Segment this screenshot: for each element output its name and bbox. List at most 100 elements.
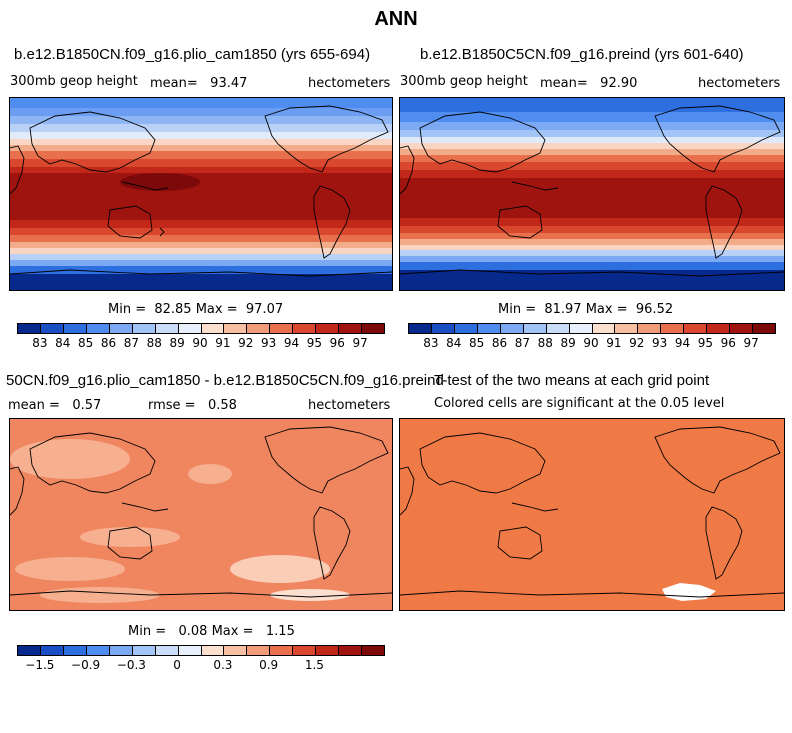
panel-control-map-svg (400, 98, 784, 290)
panel-control-max-label: Max = (585, 302, 628, 317)
maritime-continent (121, 502, 169, 512)
band-n9 (10, 159, 392, 167)
map-bg (400, 419, 784, 610)
colorbar-swatch (178, 646, 202, 655)
figure-title: ANN (374, 8, 418, 30)
panel-case-units: hectometers (308, 76, 391, 91)
panel-ttest-map (399, 418, 785, 611)
band-s6 (10, 254, 392, 260)
colorbar-tick-label: 90 (583, 336, 599, 350)
colorbar-swatch (409, 324, 432, 333)
colorbar-swatch (477, 324, 501, 333)
africa-edge (400, 466, 415, 516)
diff-patch-5 (230, 555, 330, 583)
band-n3 (10, 116, 392, 124)
band-s9 (10, 274, 392, 290)
colorbar-swatch (270, 324, 294, 333)
panel-control-units: hectometers (698, 76, 781, 91)
australia (107, 205, 153, 239)
panel-ttest-title: T-test of the two means at each grid poi… (434, 372, 710, 389)
colorbar-tick-label: 96 (720, 336, 736, 350)
colorbar-swatch (247, 324, 271, 333)
north-america (654, 105, 781, 173)
colorbar-case-ticks: 83 84 85 86 87 88 89 90 91 92 93 94 95 96 97 (17, 336, 383, 352)
colorbar-swatch (40, 646, 64, 655)
panel-diff-units: hectometers (308, 398, 391, 413)
panel-case-variable: 300mb geop height (10, 74, 138, 89)
band-s7 (400, 256, 784, 262)
north-america (264, 426, 389, 494)
band-n1 (10, 98, 392, 108)
antarctica (10, 590, 392, 598)
australia (497, 205, 543, 239)
panel-control-minmax: Min = 81.97 Max = 96.52 (498, 302, 673, 317)
panel-case-max-label: Max = (195, 302, 238, 317)
panel-diff-mean-value: 0.57 (72, 398, 102, 413)
colorbar-swatch (638, 324, 662, 333)
colorbar-diff-ticks: −1.5 −0.9 −0.3 0 0.3 0.9 1.5 (17, 658, 383, 674)
diff-patch-3 (80, 527, 180, 547)
colorbar-tick-label: 97 (352, 336, 368, 350)
coastlines (400, 426, 784, 598)
colorbar-tick-label: −0.9 (71, 658, 101, 672)
antarctica (400, 590, 784, 598)
band-s6 (400, 250, 784, 256)
colorbar-swatch (224, 324, 248, 333)
colorbar-swatch (293, 324, 317, 333)
diff-patch-1 (10, 439, 130, 479)
colorbar-tick-label: 96 (329, 336, 345, 350)
diff-patch-2 (188, 464, 232, 484)
eurasia-east (419, 111, 546, 173)
colorbar-tick-label: 88 (537, 336, 553, 350)
colorbar-swatch (661, 324, 685, 333)
south-america (313, 506, 351, 580)
colorbar-swatch (132, 646, 156, 655)
band-n4 (400, 130, 784, 137)
warm-pool (120, 173, 200, 191)
colorbar-tick-label: 91 (606, 336, 622, 350)
band-n4 (10, 124, 392, 132)
colorbar-swatch (730, 324, 754, 333)
colorbar-swatch (546, 324, 570, 333)
panel-ttest-subtitle: Colored cells are significant at the 0.0… (434, 396, 725, 411)
colorbar-tick-label: −1.5 (25, 658, 55, 672)
colorbar-tick-label: 87 (123, 336, 140, 350)
panel-diff-max-value: 1.15 (265, 624, 295, 639)
band-s2 (10, 228, 392, 235)
colorbar-swatch (40, 324, 64, 333)
colorbar-tick-label: 85 (77, 336, 94, 350)
panel-diff-mean-label: mean = (8, 398, 60, 413)
panel-diff-mean: mean = 0.57 (8, 398, 101, 413)
colorbar-swatch (293, 646, 317, 655)
colorbar-tick-label: 83 (32, 336, 48, 350)
panel-diff-map-svg (10, 419, 392, 610)
band-n7 (400, 149, 784, 155)
colorbar-diff (17, 645, 385, 656)
colorbar-tick-label: 92 (629, 336, 645, 350)
maritime-continent (121, 181, 169, 191)
coastlines (10, 105, 392, 277)
south-america (313, 185, 351, 259)
colorbar-swatch (523, 324, 547, 333)
colorbar-swatch (316, 324, 340, 333)
colorbar-case (17, 323, 385, 334)
south-america (705, 506, 743, 580)
antarctica (10, 269, 392, 277)
colorbar-swatch (362, 646, 384, 655)
colorbar-tick-label: 86 (100, 336, 117, 350)
colorbar-swatch (178, 324, 202, 333)
colorbar-swatch (109, 324, 133, 333)
colorbar-swatch (155, 646, 179, 655)
band-n5 (400, 137, 784, 143)
colorbar-swatch (316, 646, 340, 655)
panel-control-mean-value: 92.90 (600, 76, 638, 91)
panel-case-title: b.e12.B1850CN.f09_g16.plio_cam1850 (yrs … (14, 46, 371, 63)
colorbar-tick-label: 0.3 (213, 658, 233, 672)
colorbar-tick-label: 83 (423, 336, 439, 350)
band-s5 (400, 245, 784, 250)
colorbar-swatch (224, 646, 248, 655)
australia (497, 526, 543, 560)
panel-diff-min-label: Min = (128, 624, 167, 639)
panel-case-mean: mean= 93.47 (150, 76, 247, 91)
colorbar-tick-label: 93 (260, 336, 277, 350)
